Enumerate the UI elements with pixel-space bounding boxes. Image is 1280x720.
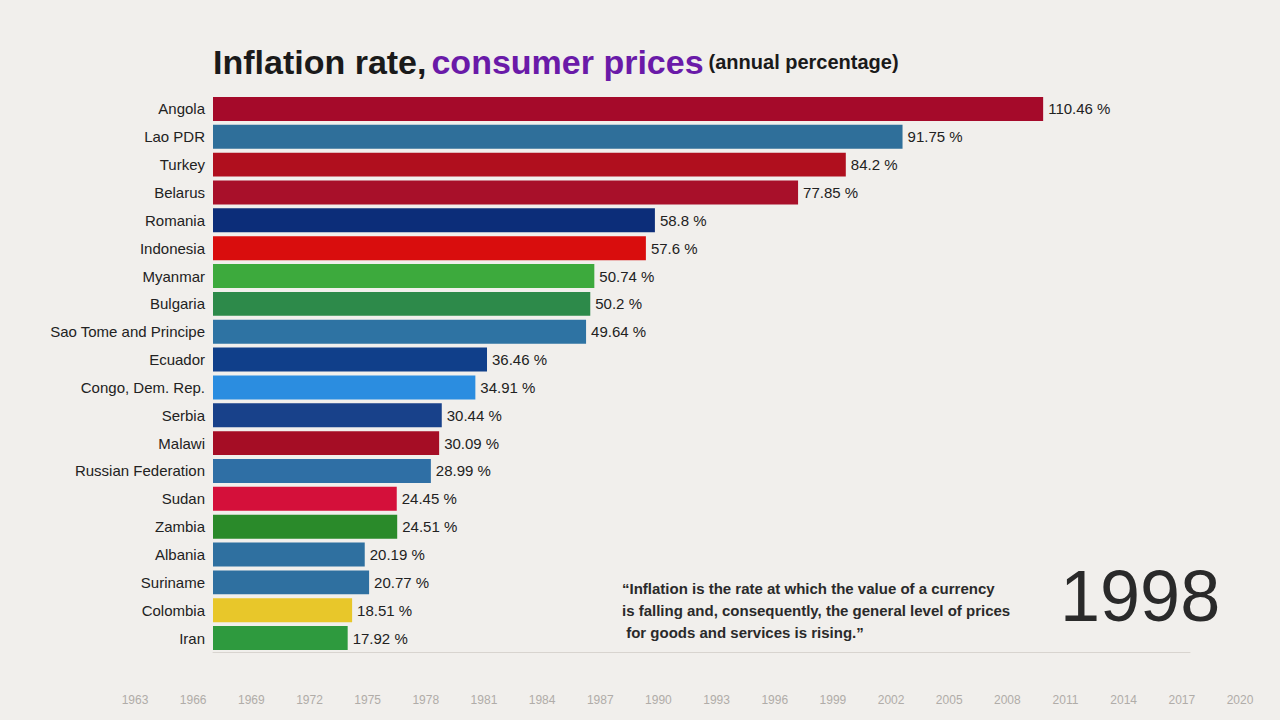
svg-text:36.46 %: 36.46 % — [492, 351, 547, 368]
svg-text:2014: 2014 — [1110, 693, 1137, 707]
svg-text:1987: 1987 — [587, 693, 614, 707]
svg-text:1998: 1998 — [1060, 556, 1220, 636]
svg-text:Iran: Iran — [179, 630, 205, 647]
svg-text:1981: 1981 — [471, 693, 498, 707]
svg-text:24.51 %: 24.51 % — [402, 518, 457, 535]
svg-text:50.74 %: 50.74 % — [599, 268, 654, 285]
svg-text:2005: 2005 — [936, 693, 963, 707]
svg-text:Angola: Angola — [158, 100, 205, 117]
svg-text:Sudan: Sudan — [162, 490, 205, 507]
svg-text:is falling and, consequently,: is falling and, consequently, the genera… — [622, 602, 1010, 619]
svg-text:1975: 1975 — [354, 693, 381, 707]
svg-text:Myanmar: Myanmar — [142, 268, 205, 285]
svg-text:Colombia: Colombia — [142, 602, 206, 619]
svg-text:2002: 2002 — [878, 693, 905, 707]
svg-text:Romania: Romania — [145, 212, 206, 229]
svg-text:58.8 %: 58.8 % — [660, 212, 707, 229]
svg-text:“Inflation is the rate at whic: “Inflation is the rate at which the valu… — [622, 580, 999, 597]
svg-text:Sao Tome and Principe: Sao Tome and Principe — [50, 323, 205, 340]
svg-text:1963: 1963 — [122, 693, 149, 707]
svg-text:30.09 %: 30.09 % — [444, 435, 499, 452]
svg-text:1984: 1984 — [529, 693, 556, 707]
svg-text:Serbia: Serbia — [162, 407, 206, 424]
svg-text:1999: 1999 — [820, 693, 847, 707]
svg-text:1996: 1996 — [761, 693, 788, 707]
svg-text:Suriname: Suriname — [141, 574, 205, 591]
svg-text:Turkey: Turkey — [160, 156, 206, 173]
svg-text:84.2 %: 84.2 % — [851, 156, 898, 173]
svg-text:Ecuador: Ecuador — [149, 351, 205, 368]
svg-text:Bulgaria: Bulgaria — [150, 295, 206, 312]
svg-text:(annual percentage): (annual percentage) — [709, 51, 899, 73]
svg-text:91.75 %: 91.75 % — [908, 128, 963, 145]
svg-text:24.45 %: 24.45 % — [402, 490, 457, 507]
svg-text:20.19 %: 20.19 % — [370, 546, 425, 563]
svg-text:1966: 1966 — [180, 693, 207, 707]
svg-text:for goods and services is risi: for goods and services is rising.” — [622, 624, 864, 641]
svg-text:2011: 2011 — [1053, 693, 1079, 707]
svg-text:57.6 %: 57.6 % — [651, 240, 698, 257]
svg-text:50.2 %: 50.2 % — [595, 295, 642, 312]
svg-text:Russian Federation: Russian Federation — [75, 462, 205, 479]
svg-text:2017: 2017 — [1168, 693, 1195, 707]
svg-text:1993: 1993 — [703, 693, 730, 707]
svg-text:1969: 1969 — [238, 693, 265, 707]
svg-text:2020: 2020 — [1227, 693, 1254, 707]
svg-text:28.99 %: 28.99 % — [436, 462, 491, 479]
svg-text:1972: 1972 — [296, 693, 323, 707]
svg-text:Indonesia: Indonesia — [140, 240, 206, 257]
svg-text:20.77 %: 20.77 % — [374, 574, 429, 591]
svg-text:Malawi: Malawi — [158, 435, 205, 452]
svg-text:Zambia: Zambia — [155, 518, 206, 535]
svg-text:Inflation rate,: Inflation rate, — [213, 43, 426, 81]
svg-text:Belarus: Belarus — [154, 184, 205, 201]
svg-text:110.46 %: 110.46 % — [1048, 100, 1110, 117]
svg-text:30.44 %: 30.44 % — [447, 407, 502, 424]
svg-text:Albania: Albania — [155, 546, 206, 563]
svg-text:2008: 2008 — [994, 693, 1021, 707]
svg-text:77.85 %: 77.85 % — [803, 184, 858, 201]
svg-text:consumer prices: consumer prices — [431, 43, 703, 81]
svg-text:Lao PDR: Lao PDR — [144, 128, 205, 145]
svg-text:1990: 1990 — [645, 693, 672, 707]
svg-text:Congo, Dem. Rep.: Congo, Dem. Rep. — [81, 379, 205, 396]
svg-text:1978: 1978 — [412, 693, 439, 707]
svg-text:34.91 %: 34.91 % — [480, 379, 535, 396]
svg-text:49.64 %: 49.64 % — [591, 323, 646, 340]
svg-text:18.51 %: 18.51 % — [357, 602, 412, 619]
svg-text:17.92 %: 17.92 % — [353, 630, 408, 647]
